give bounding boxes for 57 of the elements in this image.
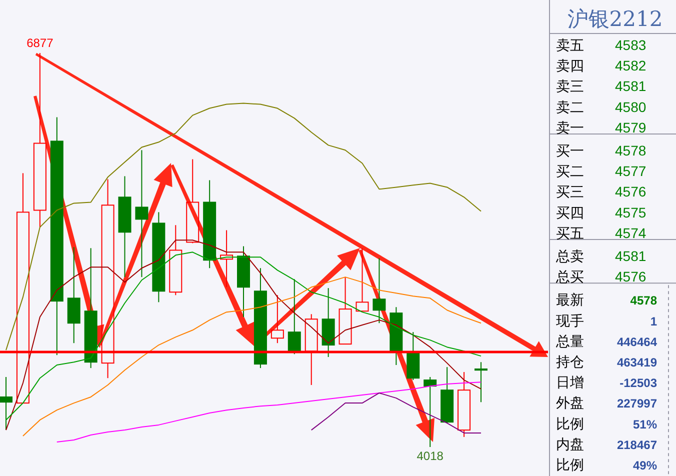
- candlestick: [118, 176, 132, 278]
- data-label: 463419: [616, 356, 658, 370]
- data-label: 4580: [615, 98, 646, 115]
- category-label: 买一: [556, 142, 584, 158]
- data-label: 1: [650, 314, 658, 328]
- data-label: 4579: [615, 119, 646, 136]
- category-label: 买二: [556, 163, 584, 180]
- candlestick: [390, 306, 403, 366]
- data-label: -12503: [620, 376, 658, 390]
- category-label: 总卖: [555, 248, 584, 264]
- text: 沪银2212: [567, 7, 663, 31]
- data-label: 4575: [615, 204, 646, 220]
- annotation: 4018: [416, 449, 444, 463]
- category-label: 买五: [556, 224, 584, 241]
- data-label: 4576: [615, 268, 646, 285]
- category-label: 卖五: [556, 37, 584, 53]
- category-label: 外盘: [556, 394, 584, 411]
- candlestick: [474, 362, 488, 403]
- category-label: 比例: [556, 415, 584, 432]
- category-label: 总量: [555, 332, 584, 349]
- candlestick: [237, 246, 250, 318]
- candlestick: [372, 258, 386, 324]
- category-label: 持仓: [556, 354, 584, 370]
- category-label: 买四: [556, 204, 584, 220]
- data-label: 4577: [615, 163, 646, 180]
- data-label: 4582: [615, 58, 646, 74]
- data-label: 4581: [615, 78, 646, 94]
- candlestick: [322, 288, 335, 358]
- category-label: 日增: [556, 374, 584, 390]
- candlestick: [270, 294, 284, 344]
- data-label: 4581: [615, 248, 646, 264]
- data-label: 4578: [615, 142, 646, 158]
- category-label: 卖二: [556, 98, 584, 115]
- candlestick: [135, 150, 148, 278]
- candlestick: [203, 180, 216, 269]
- data-label: 49%: [632, 458, 658, 472]
- category-label: 比例: [556, 456, 584, 472]
- data-label: 4583: [615, 37, 646, 53]
- candlestick: [220, 230, 234, 288]
- data-label: 446464: [616, 334, 658, 349]
- candlestick: [152, 212, 166, 303]
- category-label: 内盘: [556, 436, 584, 452]
- category-label: 买三: [556, 184, 584, 200]
- data-label: 227997: [616, 396, 658, 411]
- data-label: 4576: [615, 184, 646, 200]
- data-label: 218467: [616, 438, 658, 452]
- annotation: 6877: [26, 36, 54, 50]
- category-label: 卖一: [556, 119, 584, 136]
- category-label: 卖三: [556, 78, 584, 94]
- data-label: 51%: [632, 417, 658, 432]
- category-label: 总买: [555, 268, 584, 285]
- category-label: 现手: [556, 312, 584, 328]
- category-label: 最新: [556, 292, 584, 308]
- candlestick: [0, 376, 12, 431]
- category-label: 卖四: [556, 58, 584, 74]
- data-label: 4574: [615, 224, 646, 241]
- data-label: 4578: [630, 294, 658, 308]
